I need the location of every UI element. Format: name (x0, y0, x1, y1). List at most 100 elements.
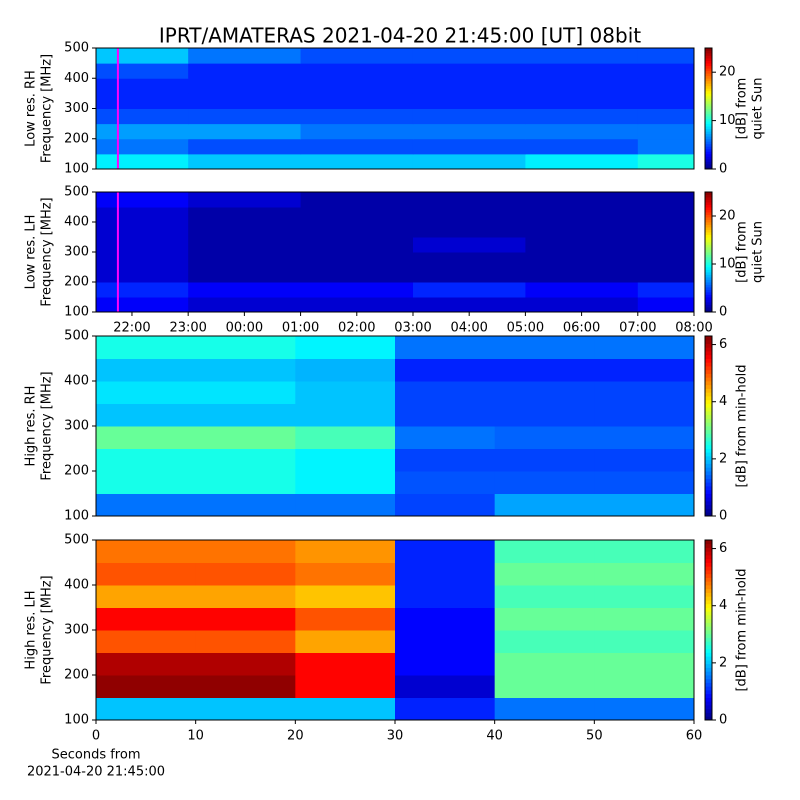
heat-cell (195, 675, 296, 698)
colorbar-slice (705, 194, 712, 198)
colorbar-slice (705, 392, 712, 397)
colorbar-slice (705, 209, 712, 213)
heat-cell (295, 493, 396, 517)
heat-cell (637, 48, 695, 64)
colorbar-slice (705, 292, 712, 295)
colorbar-slice (705, 224, 712, 228)
colorbar-slice (705, 156, 712, 160)
heat-cell (188, 237, 302, 253)
heat-cell (494, 471, 595, 494)
heat-cell (96, 153, 189, 170)
colorbar-slice (705, 433, 712, 438)
y-tick-label: 400 (64, 374, 89, 389)
colorbar-slice (705, 244, 712, 248)
colorbar-slice (705, 239, 712, 243)
heat-cell (300, 207, 414, 223)
heat-cell (494, 403, 595, 427)
colorbar-slice (705, 50, 712, 54)
heat-cell (525, 78, 639, 94)
heat-cell (96, 493, 197, 517)
colorbar-slice (705, 362, 712, 367)
colorbar-slice (705, 60, 712, 64)
colorbar-slice (705, 163, 712, 167)
heat-cell (96, 358, 197, 382)
colorbar-slice (705, 141, 712, 145)
colorbar-slice (705, 128, 712, 132)
heat-cell (295, 562, 396, 586)
heat-cell (594, 652, 695, 676)
heat-cell (594, 675, 695, 698)
colorbar-slice (705, 384, 712, 389)
heat-cell (96, 675, 197, 698)
colorbar-slice (705, 65, 712, 69)
colorbar-slice (705, 678, 712, 683)
heat-cell (195, 426, 296, 449)
heat-cell (195, 607, 296, 631)
colorbar-slice (705, 429, 712, 434)
heat-cell (494, 607, 595, 631)
colorbar-slice (705, 463, 712, 468)
colorbar-frame (704, 191, 713, 313)
colorbar-slice (705, 259, 712, 263)
colorbar-slice (705, 701, 712, 706)
heat-cell (525, 222, 639, 238)
heat-cell (96, 63, 189, 79)
colorbar-frame (704, 335, 713, 517)
heat-cell (637, 267, 695, 283)
colorbar-slice (705, 222, 712, 225)
colorbar-slice (705, 199, 712, 203)
colorbar-slice (705, 588, 712, 593)
colorbar-slice (705, 202, 712, 205)
heat-cell (295, 426, 396, 449)
heat-cell (525, 108, 639, 125)
colorbar-slice (705, 452, 712, 457)
y-axis-label: High res. RH (24, 386, 39, 467)
colorbar-slice (705, 153, 712, 157)
colorbar-slice (705, 441, 712, 446)
y-axis-label: Low res. LH (24, 215, 39, 290)
heat-cell (412, 207, 526, 223)
colorbar-slice (705, 73, 712, 77)
heat-cell (295, 471, 396, 494)
colorbar-tick-label: 0 (719, 509, 727, 524)
x-tick-label: 50 (586, 729, 603, 744)
x-tick-label: 10 (187, 729, 204, 744)
x-tick-label: 40 (486, 729, 503, 744)
heat-cell (195, 448, 296, 472)
y-tick-label: 500 (64, 185, 89, 200)
colorbar-slice (705, 83, 712, 87)
y-tick-label: 100 (64, 713, 89, 728)
colorbar-slice (705, 603, 712, 608)
colorbar-slice (705, 637, 712, 642)
colorbar-slice (705, 381, 712, 386)
colorbar-tick-label: 2 (719, 451, 727, 466)
colorbar-slice (705, 543, 712, 548)
heat-cell (494, 630, 595, 653)
colorbar-slice (705, 448, 712, 453)
colorbar-slice (705, 98, 712, 102)
heat-cell (195, 336, 296, 359)
colorbar-slice (705, 146, 712, 150)
colorbar-slice (705, 212, 712, 215)
colorbar-slice (705, 558, 712, 563)
heat-cell (195, 403, 296, 427)
heat-cell (96, 652, 197, 676)
x-tick-label: 23:00 (169, 321, 206, 336)
colorbar-slice (705, 414, 712, 419)
colorbar-slice (705, 267, 712, 270)
colorbar-slice (705, 501, 712, 506)
heat-cell (594, 426, 695, 449)
colorbar-slice (705, 686, 712, 691)
colorbar-slice (705, 459, 712, 464)
colorbar-slice (705, 540, 712, 545)
heat-cell (494, 540, 595, 563)
y-tick-label: 500 (64, 329, 89, 344)
heat-cell (395, 493, 496, 517)
colorbar-slice (705, 254, 712, 258)
heat-cell (395, 471, 496, 494)
heat-cell (195, 358, 296, 382)
heat-cell (525, 192, 639, 208)
heat-cell (494, 336, 595, 359)
colorbar-slice (705, 113, 712, 117)
colorbar-slice (705, 456, 712, 461)
